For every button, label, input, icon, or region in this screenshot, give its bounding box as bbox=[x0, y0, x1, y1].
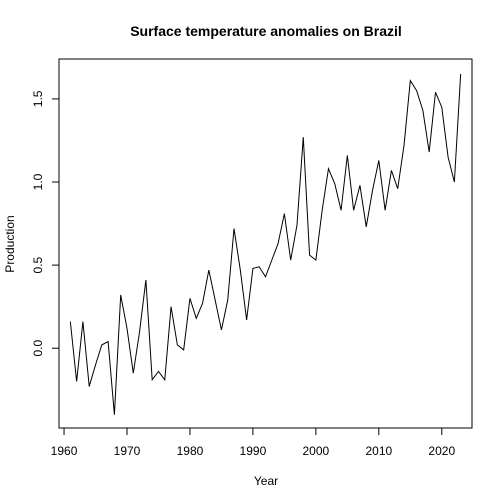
y-axis-label: Production bbox=[3, 215, 17, 272]
x-tick-label: 2020 bbox=[428, 444, 455, 458]
series-line bbox=[69, 73, 462, 415]
x-tick-label: 1970 bbox=[114, 444, 141, 458]
x-tick-label: 2010 bbox=[365, 444, 392, 458]
y-axis: 0.0 0.5 1.0 1.5 bbox=[31, 90, 60, 357]
x-tick-label: 1980 bbox=[177, 444, 204, 458]
x-tick-label: 2000 bbox=[303, 444, 330, 458]
y-tick-label: 1.5 bbox=[31, 90, 45, 107]
x-axis-label: Year bbox=[254, 474, 278, 488]
chart-title: Surface temperature anomalies on Brazil bbox=[130, 23, 402, 39]
x-axis: 1960 1970 1980 1990 2000 2010 2020 bbox=[51, 427, 455, 458]
x-tick-label: 1990 bbox=[240, 444, 267, 458]
x-tick-label: 1960 bbox=[51, 444, 78, 458]
y-tick-label: 0.0 bbox=[31, 340, 45, 357]
y-tick-label: 1.0 bbox=[31, 173, 45, 190]
y-tick-label: 0.5 bbox=[31, 256, 45, 273]
plot-frame bbox=[58, 58, 473, 429]
